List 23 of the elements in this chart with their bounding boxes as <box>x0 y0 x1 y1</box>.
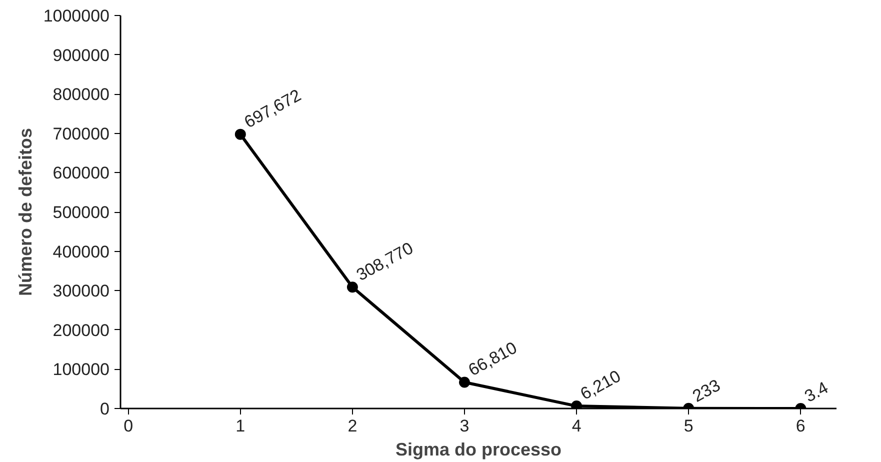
x-tick-label: 3 <box>460 416 470 436</box>
x-tick-label: 1 <box>236 416 246 436</box>
y-tick-label: 0 <box>100 400 110 418</box>
x-tick-label: 0 <box>124 416 134 436</box>
x-tick-label: 5 <box>684 416 694 436</box>
y-tick-label: 600000 <box>52 164 110 183</box>
y-tick-label: 100000 <box>52 360 110 380</box>
x-axis-title: Sigma do processo <box>395 440 562 460</box>
y-tick-label: 300000 <box>52 282 110 301</box>
y-tick-label: 1000000 <box>43 6 110 26</box>
y-tick-label: 500000 <box>52 203 110 222</box>
y-tick-label: 800000 <box>52 85 110 104</box>
y-tick-label: 400000 <box>52 242 110 262</box>
x-tick-label: 2 <box>348 416 358 436</box>
y-tick-label: 900000 <box>52 46 110 65</box>
data-label: 3.4 <box>801 378 832 406</box>
y-tick-label: 200000 <box>52 320 110 340</box>
data-label: 6,210 <box>577 366 624 404</box>
x-tick-label: 4 <box>572 416 582 436</box>
data-label: 233 <box>689 376 724 406</box>
x-tick-label: 6 <box>796 416 806 436</box>
y-tick-label: 700000 <box>52 124 110 144</box>
y-axis-title: Número de defeitos <box>15 128 36 296</box>
